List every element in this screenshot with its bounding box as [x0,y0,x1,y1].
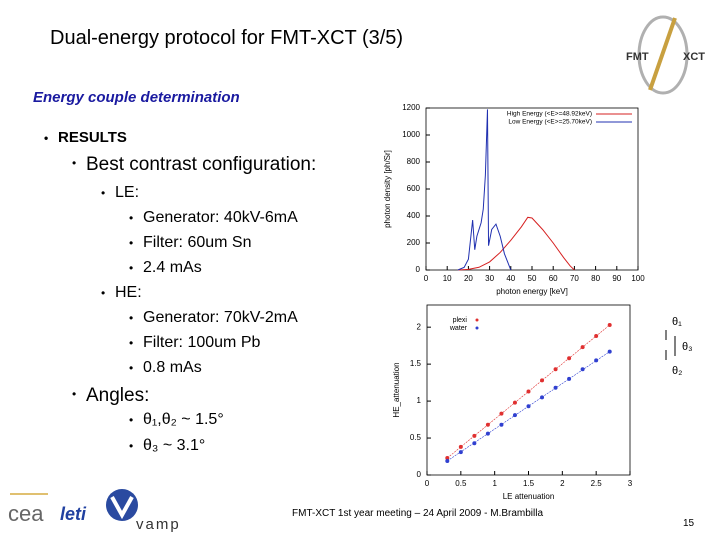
x-tick-label: 10 [443,274,452,283]
x-tick-label: 50 [528,274,537,283]
y-tick-label: 0 [416,265,421,274]
annotation: θ₁ [672,316,682,328]
bullet: 2.4 mAs [129,259,202,277]
bullet: RESULTS [44,129,127,146]
y-tick-label: 1000 [402,130,420,139]
x-tick-label: 3 [628,479,633,488]
y-axis-label: photon density [ph/Sr] [383,150,392,228]
point [594,358,599,363]
point [526,389,531,394]
x-tick-label: 1.5 [523,479,535,488]
x-tick-label: 2.5 [591,479,603,488]
logo-text: FMT [626,51,649,63]
x-tick-label: 0 [425,479,430,488]
y-tick-label: 1 [417,396,422,405]
point [567,376,572,381]
point [485,422,490,427]
bullet: HE: [101,284,142,302]
point [445,456,450,460]
bullet: θ₃ ~ 3.1° [129,437,205,455]
annotation: θ₃ [682,341,693,353]
title: Dual-energy protocol for FMT-XCT (3/5) [50,27,404,49]
logo-shape [110,496,134,520]
point [458,444,463,449]
series-line [457,109,512,271]
point [553,385,558,390]
point [512,400,517,405]
point [580,367,585,372]
point [499,411,504,416]
y-axis-label: HE_attenuation [392,362,401,417]
x-tick-label: 1 [492,479,497,488]
bullet: LE: [101,184,139,202]
y-tick-label: 1.5 [410,359,422,368]
point [445,458,450,463]
footer: FMT-XCT 1st year meeting – 24 April 2009… [292,508,544,519]
point [540,378,545,383]
point [472,433,477,438]
logo-text: leti [60,504,87,524]
point [607,349,612,354]
subtitle: Energy couple determination [33,89,240,106]
logo-text: XCT [683,51,705,63]
x-tick-label: 80 [591,274,600,283]
point [458,450,463,455]
point [499,422,504,427]
x-tick-label: 70 [570,274,579,283]
bullet: Best contrast configuration: [72,154,316,176]
y-tick-label: 1200 [402,103,420,112]
legend-label: water [449,325,468,332]
y-tick-label: 200 [407,238,421,247]
bullet: θ₁,θ₂ ~ 1.5° [129,411,224,429]
plot-frame [425,107,639,271]
annotation: θ₂ [672,365,682,377]
point [580,345,585,350]
point [553,367,558,372]
legend-label: Low Energy (<E>=25.70keV) [508,119,592,126]
legend-swatch [475,326,479,330]
x-tick-label: 60 [549,274,558,283]
y-tick-label: 0 [417,470,422,479]
page-number: 15 [683,518,695,529]
x-tick-label: 20 [464,274,473,283]
y-tick-label: 400 [407,211,421,220]
point [607,322,612,327]
x-axis-label: LE attenuation [503,492,555,501]
point [472,441,477,446]
legend-swatch [475,318,479,322]
y-tick-label: 0.5 [410,433,422,442]
bullet: Generator: 70kV-2mA [129,309,298,327]
logo-text: cea [8,501,44,526]
x-tick-label: 0.5 [455,479,467,488]
point [512,413,517,418]
bullet: Angles: [72,385,149,407]
point [540,395,545,400]
x-tick-label: 100 [631,274,645,283]
x-tick-label: 30 [485,274,494,283]
legend-label: High Energy (<E>=48.92keV) [507,111,592,118]
logo-shape [637,15,689,95]
logo-shape [648,17,677,91]
x-tick-label: 90 [612,274,621,283]
bullet: Filter: 60um Sn [129,234,252,252]
point [526,404,531,409]
y-tick-label: 2 [417,322,422,331]
x-axis-label: photon energy [keV] [496,287,568,296]
legend-label: plexi [453,317,468,324]
x-tick-label: 2 [560,479,565,488]
point [567,356,572,361]
x-tick-label: 0 [424,274,429,283]
y-tick-label: 600 [407,184,421,193]
logo-text: vamp [136,516,181,533]
bullet: 0.8 mAs [129,359,202,377]
bullet: Generator: 40kV-6mA [129,209,298,227]
point [485,431,490,436]
series-line [457,216,575,271]
point [594,334,599,339]
bullet: Filter: 100um Pb [129,334,260,352]
x-tick-label: 40 [506,274,515,283]
y-tick-label: 800 [407,157,421,166]
